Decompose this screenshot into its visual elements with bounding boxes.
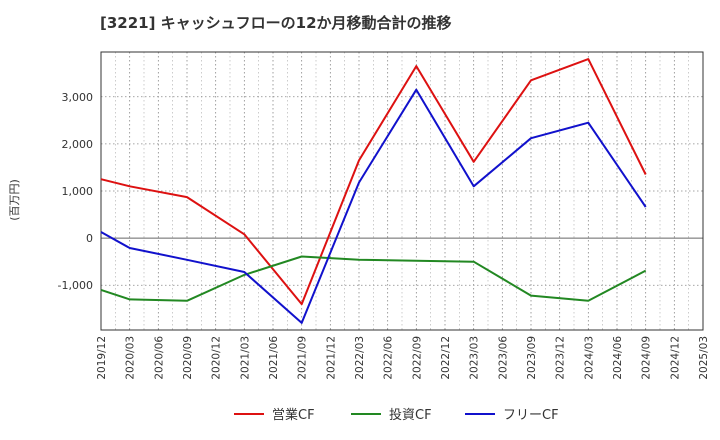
grid <box>100 52 704 330</box>
x-tick-label: 2019/12 <box>96 336 108 380</box>
x-tick-label: 2021/12 <box>325 336 337 380</box>
x-tick-label: 2024/03 <box>583 336 595 380</box>
series-line-2 <box>100 255 647 302</box>
x-tick-label: 2021/06 <box>268 336 280 380</box>
x-tick-label: 2020/06 <box>153 336 165 380</box>
legend-label: 投資CF <box>389 407 432 423</box>
series-lines <box>100 58 647 324</box>
x-tick-label: 2023/03 <box>469 336 481 380</box>
x-tick-label: 2023/12 <box>555 336 567 380</box>
y-tick-label: -1,000 <box>58 279 93 292</box>
series-line-3 <box>100 88 647 324</box>
y-tick-label: 0 <box>86 232 93 245</box>
x-tick-label: 2022/03 <box>354 336 366 380</box>
x-tick-label: 2021/03 <box>239 336 251 380</box>
x-tick-label: 2020/12 <box>211 336 223 380</box>
y-axis-label: (百万円) <box>8 179 21 221</box>
x-tick-label: 2020/09 <box>182 336 194 380</box>
x-tick-label: 2024/06 <box>612 336 624 380</box>
series-line-1 <box>100 58 647 306</box>
x-tick-label: 2022/09 <box>411 336 423 380</box>
x-tick-label: 2024/09 <box>641 336 653 380</box>
x-tick-label: 2025/03 <box>698 336 710 380</box>
y-tick-label: 2,000 <box>62 138 94 151</box>
legend-label: フリーCF <box>503 408 559 423</box>
legend-label: 営業CF <box>272 407 315 423</box>
x-tick-label: 2020/03 <box>125 336 137 380</box>
x-tick-label: 2021/09 <box>297 336 309 380</box>
y-tick-label: 3,000 <box>62 91 94 104</box>
x-tick-label: 2022/12 <box>440 336 452 380</box>
x-tick-label: 2023/06 <box>497 336 509 380</box>
y-tick-label: 1,000 <box>62 185 94 198</box>
legend: 営業CF 投資CF フリーCF <box>234 407 559 423</box>
plot-frame <box>100 51 704 331</box>
chart-title: [3221] キャッシュフローの12か月移動合計の推移 <box>100 14 452 32</box>
x-tick-label: 2023/09 <box>526 336 538 380</box>
axes: -1,000 0 1,000 2,000 3,000 2019/12 2020/03 2020… <box>58 51 710 380</box>
x-tick-label: 2024/12 <box>669 336 681 380</box>
x-tick-label: 2022/06 <box>383 336 395 380</box>
